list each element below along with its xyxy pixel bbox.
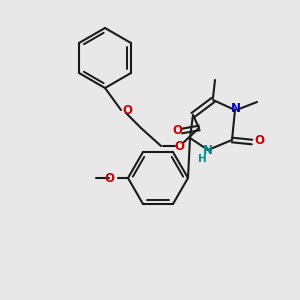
Text: O: O [172, 124, 182, 137]
Text: N: N [203, 145, 213, 158]
Text: O: O [104, 172, 114, 184]
Text: N: N [231, 103, 241, 116]
Text: O: O [122, 103, 132, 116]
Text: O: O [174, 140, 184, 152]
Text: H: H [198, 154, 206, 164]
Text: O: O [254, 134, 264, 148]
